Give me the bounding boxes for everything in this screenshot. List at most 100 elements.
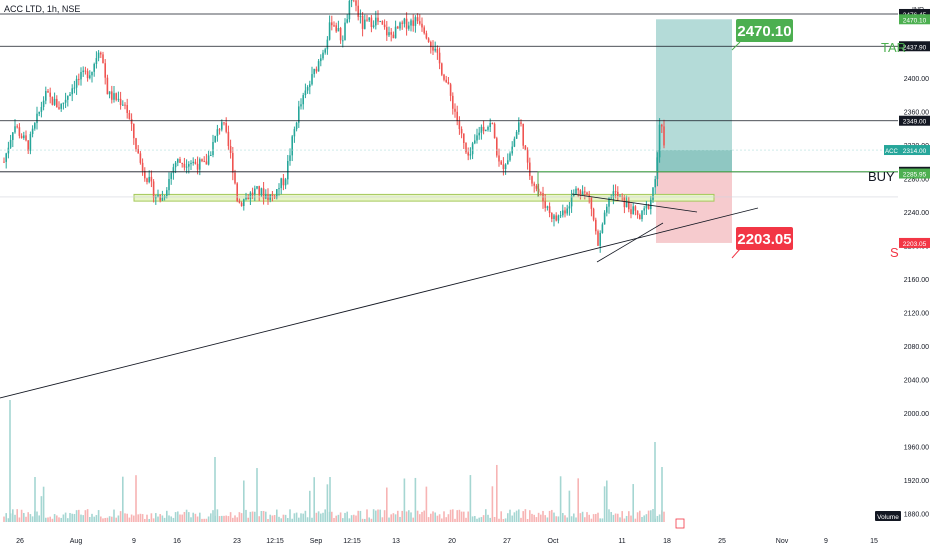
candle-body bbox=[217, 129, 219, 136]
candle-body bbox=[155, 197, 157, 198]
time-tick-label: 11 bbox=[618, 538, 625, 545]
volume-bar bbox=[566, 518, 568, 522]
candle-body bbox=[637, 211, 639, 215]
target-zone bbox=[656, 19, 732, 172]
volume-bars bbox=[3, 400, 665, 522]
volume-bar bbox=[239, 512, 241, 522]
volume-bar bbox=[291, 519, 293, 522]
candle-body bbox=[115, 93, 117, 100]
volume-bar bbox=[375, 511, 377, 522]
volume-bar bbox=[8, 518, 10, 522]
volume-bar bbox=[507, 513, 509, 522]
volume-bar bbox=[357, 511, 359, 522]
candle-body bbox=[148, 177, 150, 182]
volume-bar bbox=[32, 516, 34, 522]
candle-body bbox=[302, 95, 304, 104]
volume-bar bbox=[551, 510, 553, 522]
volume-bar bbox=[353, 515, 355, 522]
volume-bar bbox=[89, 517, 91, 522]
volume-bar bbox=[170, 516, 172, 522]
volume-bar bbox=[335, 516, 337, 522]
candle-body bbox=[362, 16, 364, 29]
price-tick-label: 2080.00 bbox=[904, 344, 929, 351]
volume-bar bbox=[188, 512, 190, 522]
volume-bar bbox=[27, 512, 29, 522]
candle-body bbox=[450, 84, 452, 96]
volume-bar bbox=[58, 517, 60, 522]
volume-bar bbox=[43, 487, 45, 522]
candle-body bbox=[239, 201, 241, 203]
volume-bar bbox=[536, 517, 538, 522]
volume-bar bbox=[588, 515, 590, 522]
volume-bar bbox=[373, 509, 375, 522]
candle-body bbox=[56, 99, 58, 107]
volume-bar bbox=[604, 486, 606, 522]
candle-body bbox=[41, 107, 43, 112]
volume-bar bbox=[34, 477, 36, 522]
volume-bar bbox=[511, 516, 513, 522]
candle-body bbox=[357, 6, 359, 17]
volume-bar bbox=[388, 518, 390, 522]
candle-body bbox=[197, 164, 199, 170]
volume-bar bbox=[69, 513, 71, 522]
candle-body bbox=[604, 213, 606, 225]
symbol-title: ACC LTD, 1h, NSE bbox=[4, 4, 80, 14]
volume-bar bbox=[177, 511, 179, 522]
candle-body bbox=[465, 143, 467, 152]
volume-bar bbox=[459, 510, 461, 522]
volume-bar bbox=[461, 512, 463, 522]
volume-bar bbox=[311, 518, 313, 522]
volume-bar bbox=[463, 512, 465, 522]
volume-bar bbox=[267, 519, 269, 522]
candle-body bbox=[27, 140, 29, 150]
volume-bar bbox=[630, 516, 632, 522]
volume-bar bbox=[434, 513, 436, 522]
volume-bar bbox=[190, 517, 192, 522]
candle-body bbox=[509, 153, 511, 160]
candle-body bbox=[276, 189, 278, 198]
candle-body bbox=[111, 91, 113, 99]
candle-body bbox=[93, 64, 95, 72]
volume-bar bbox=[472, 516, 474, 522]
volume-bar bbox=[412, 518, 414, 522]
candle-body bbox=[241, 203, 243, 206]
candle-body bbox=[366, 20, 368, 21]
volume-bar bbox=[635, 519, 637, 522]
volume-bar bbox=[327, 484, 329, 522]
candle-body bbox=[544, 201, 546, 207]
volume-bar bbox=[650, 510, 652, 522]
volume-bar bbox=[181, 515, 183, 522]
candle-body bbox=[404, 19, 406, 24]
volume-bar bbox=[331, 512, 333, 522]
volume-bar bbox=[210, 513, 212, 522]
volume-bar bbox=[113, 510, 115, 522]
stop-callout-pointer bbox=[732, 249, 740, 258]
price-tick-label: 2360.00 bbox=[904, 110, 929, 117]
candle-body bbox=[280, 178, 282, 188]
candle-body bbox=[36, 114, 38, 123]
volume-bar bbox=[626, 516, 628, 522]
volume-bar bbox=[555, 516, 557, 522]
volume-bar bbox=[474, 516, 476, 522]
volume-bar bbox=[74, 514, 76, 522]
volume-bar bbox=[263, 511, 265, 522]
candle-body bbox=[14, 126, 16, 132]
volume-bar bbox=[652, 509, 654, 522]
volume-bar bbox=[300, 513, 302, 522]
volume-bar bbox=[56, 515, 58, 522]
volume-bar bbox=[577, 478, 579, 522]
volume-bar bbox=[415, 478, 417, 522]
candle-body bbox=[525, 146, 527, 151]
stop-side-label: S bbox=[890, 245, 899, 260]
candle-body bbox=[177, 159, 179, 163]
candle-body bbox=[331, 22, 333, 25]
volume-bar bbox=[496, 465, 498, 522]
candle-body bbox=[654, 179, 656, 187]
volume-bar bbox=[12, 509, 14, 522]
candle-body bbox=[439, 53, 441, 64]
volume-bar bbox=[571, 516, 573, 522]
candle-body bbox=[210, 155, 212, 156]
volume-bar bbox=[395, 514, 397, 522]
